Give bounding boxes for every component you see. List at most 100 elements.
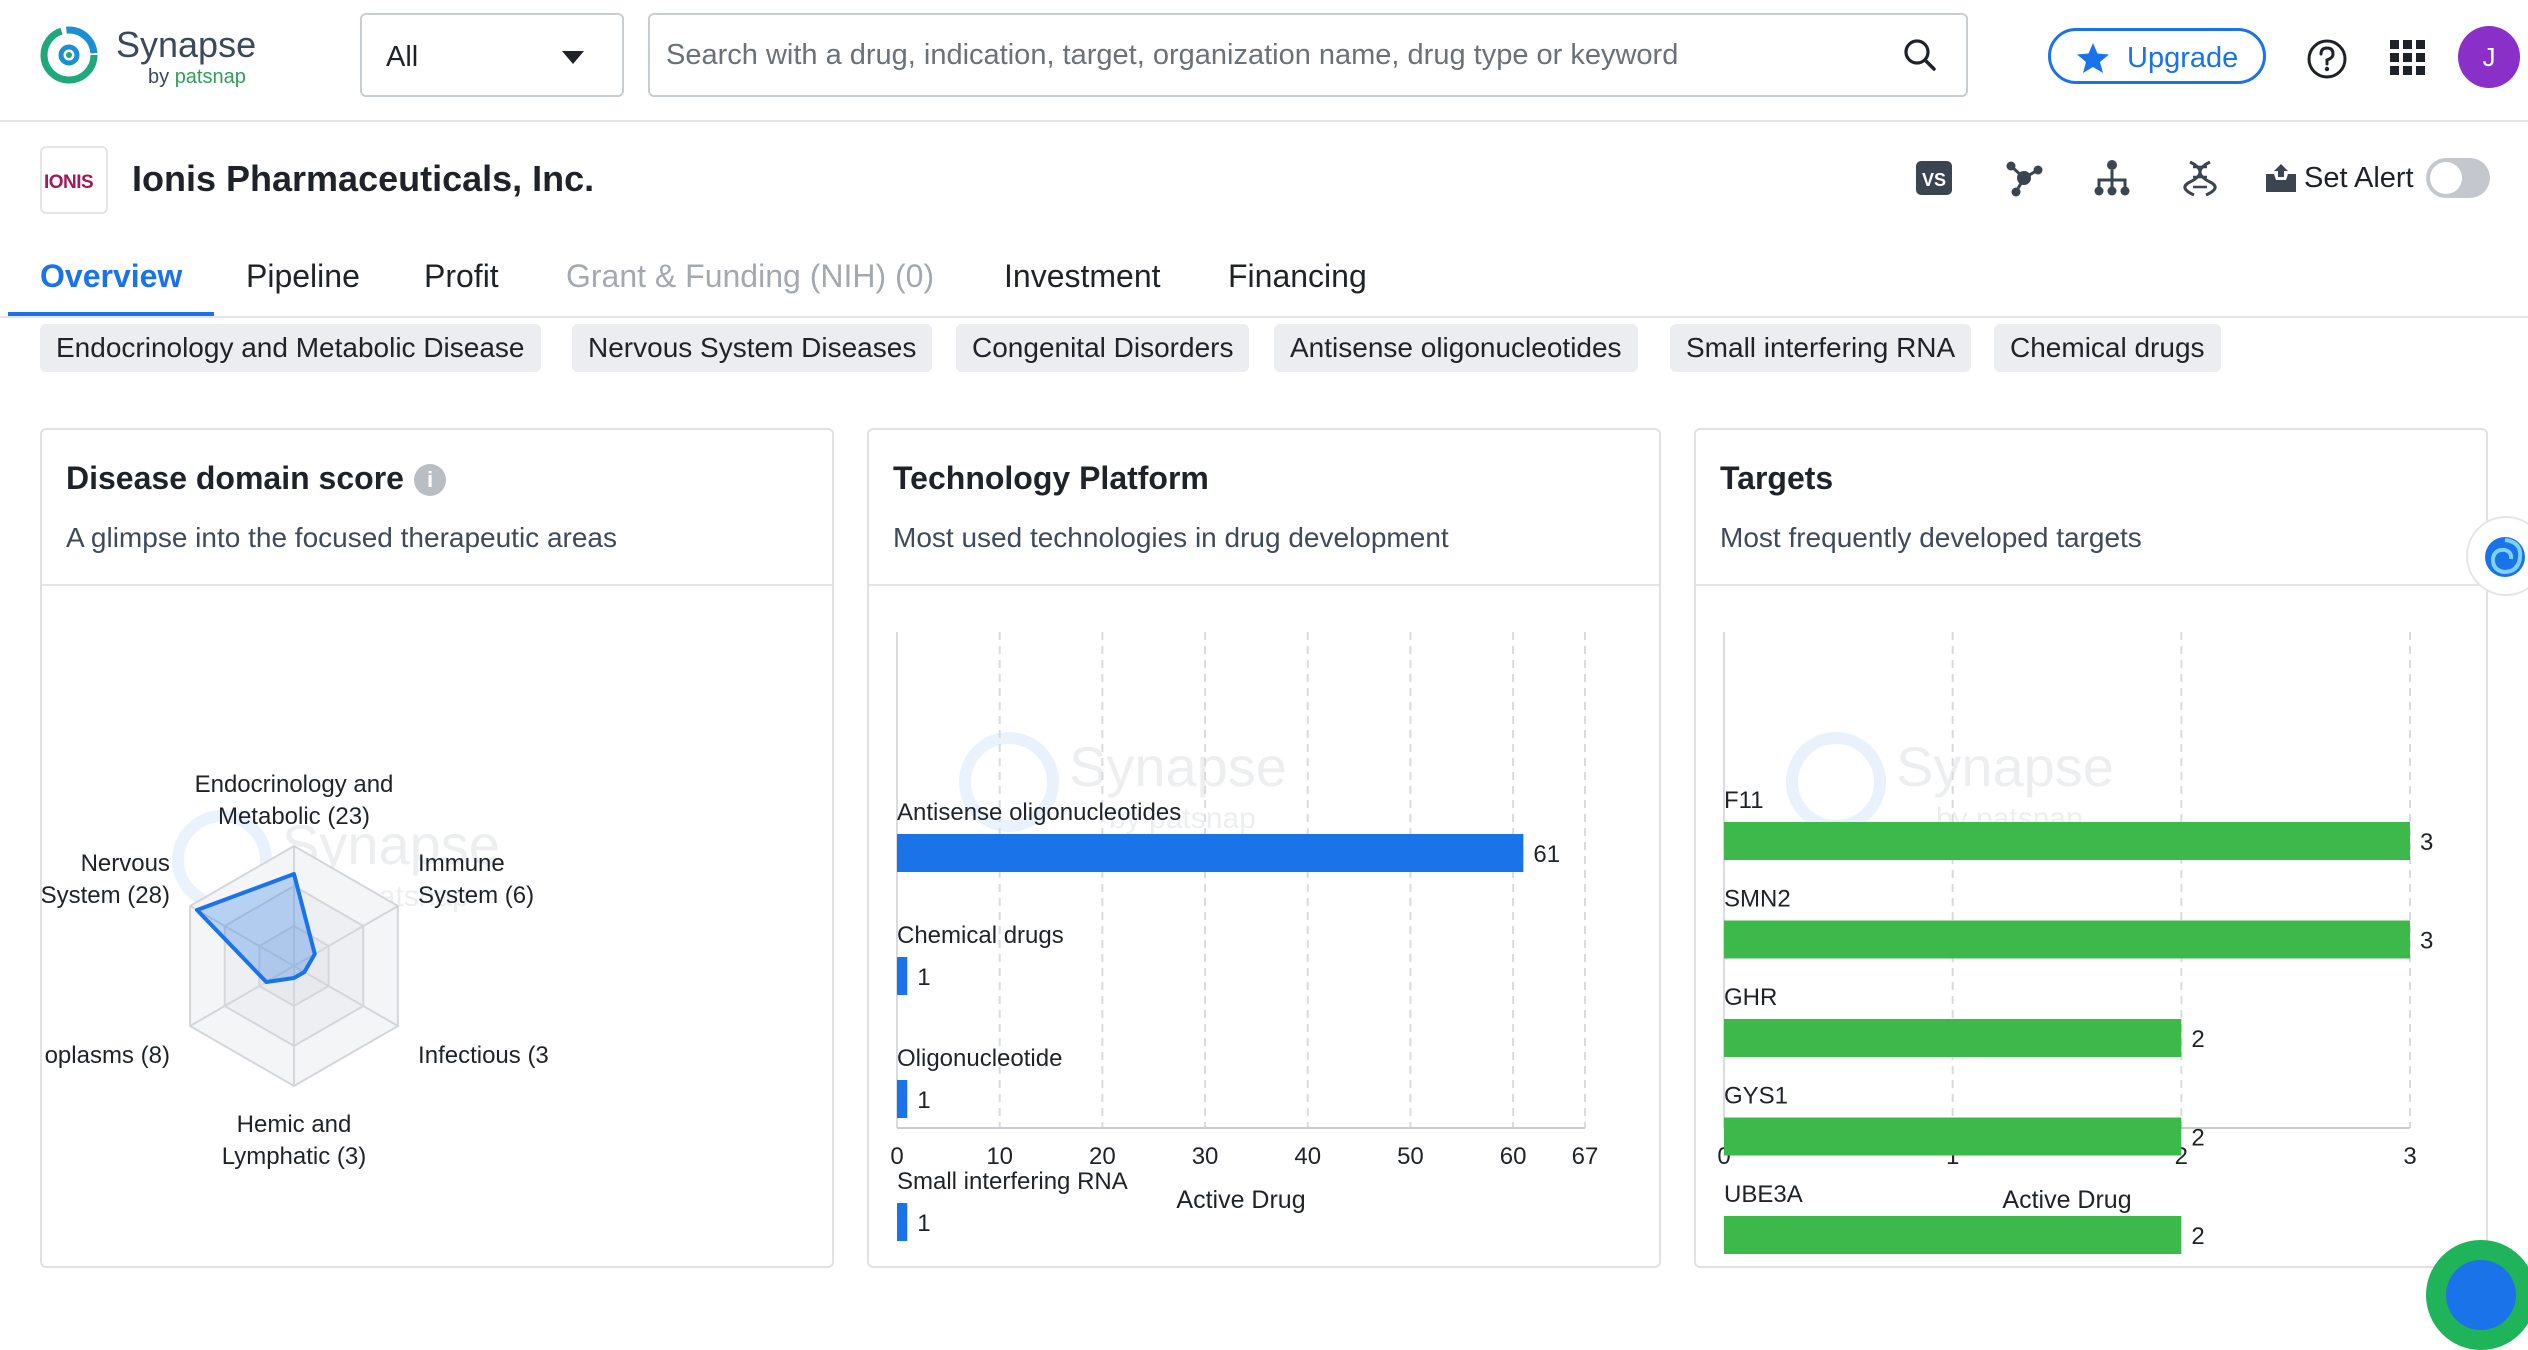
x-axis-title: Active Drug [1176,1186,1305,1214]
x-tick-label: 3 [2403,1143,2416,1170]
synapse-logo-icon [38,24,100,86]
help-icon[interactable] [2306,38,2348,80]
radar-axis-label: Infectious (3 [418,1042,549,1069]
card-divider [42,584,832,586]
caret-down-icon [562,51,584,64]
bar [897,834,1523,872]
radar-axis-label: System (6) [418,882,534,909]
user-avatar[interactable]: J [2458,26,2520,88]
top-navigation-bar: Synapse by patsnap All Upgrade J [0,0,2528,122]
swirl-icon [2480,532,2528,582]
tab-financing[interactable]: Financing [1228,258,1367,295]
card-title: Disease domain score [66,460,404,497]
card-title: Technology Platform [893,460,1209,497]
tag-chip[interactable]: Nervous System Diseases [572,324,932,372]
synapse-logo[interactable]: Synapse by patsnap [38,22,268,94]
bar-value-label: 61 [1533,841,1560,868]
radar-axis-label: Metabolic (23) [218,803,370,830]
bar [1724,822,2410,860]
bar [1724,1216,2181,1254]
compare-vs-label: VS [1922,170,1946,190]
card-divider [869,584,1659,586]
watermark-logo-icon [1792,738,1880,826]
set-alert-label: Set Alert [2304,162,2414,195]
bar [897,957,907,995]
disease-radar-chart: Synapseby patsnapEndocrinology andMetabo… [42,588,832,1268]
tag-chip[interactable]: Congenital Disorders [956,324,1249,372]
x-tick-label: 30 [1192,1143,1219,1170]
radar-axis-label: Immune [418,850,505,877]
company-tabs: Overview Pipeline Profit Grant & Funding… [0,254,2528,318]
search-box [648,13,1968,97]
upgrade-label: Upgrade [2127,42,2238,75]
radar-axis-label: Endocrinology and [195,771,394,798]
bar [1724,1118,2181,1156]
bar-category-label: Small interfering RNA [897,1168,1128,1195]
bar-category-label: GYS1 [1724,1083,1788,1110]
radar-axis-label: Lymphatic (3) [222,1143,367,1170]
dna-icon[interactable] [2180,158,2220,198]
search-input[interactable] [666,27,1866,83]
card-title: Targets [1720,460,1833,497]
card-subtitle: Most used technologies in drug developme… [893,522,1449,554]
bar-category-label: Oligonucleotide [897,1045,1062,1072]
bar [1724,921,2410,959]
search-icon[interactable] [1900,35,1940,75]
org-hierarchy-icon[interactable] [2092,158,2132,198]
bar-value-label: 3 [2420,829,2433,856]
targets-bar-chart: Synapseby patsnap0123F113SMN23GHR2GYS12U… [1696,588,2486,1268]
tab-profit[interactable]: Profit [424,258,499,295]
disease-domain-card: Disease domain score i A glimpse into th… [40,428,834,1268]
network-graph-icon[interactable] [2004,158,2044,198]
bar-value-label: 2 [2191,1026,2204,1053]
tab-overview[interactable]: Overview [40,258,182,295]
search-scope-value: All [386,41,418,74]
x-tick-label: 10 [986,1143,1013,1170]
x-tick-label: 0 [890,1143,903,1170]
compare-vs-icon[interactable]: VS [1914,158,1954,198]
set-alert-toggle[interactable] [2426,158,2490,198]
bar-value-label: 1 [917,964,930,991]
apps-grid-icon[interactable] [2390,40,2426,76]
radar-axis-label: Hemic and [237,1111,352,1138]
tag-chip[interactable]: Chemical drugs [1994,324,2221,372]
bar [897,1080,907,1118]
tab-grant-funding: Grant & Funding (NIH) (0) [566,258,934,295]
star-icon [2075,41,2111,75]
company-name: Ionis Pharmaceuticals, Inc. [132,158,594,200]
card-subtitle: A glimpse into the focused therapeutic a… [66,522,617,554]
technology-platform-card: Technology Platform Most used technologi… [867,428,1661,1268]
bar-value-label: 3 [2420,928,2433,955]
bar-category-label: F11 [1724,787,1764,814]
bar-value-label: 2 [2191,1223,2204,1250]
bar-value-label: 1 [917,1087,930,1114]
tag-chip[interactable]: Small interfering RNA [1670,324,1971,372]
x-tick-label: 50 [1397,1143,1424,1170]
radar-axis-label: oplasms (8) [45,1042,170,1069]
bar [1724,1019,2181,1057]
x-tick-label: 60 [1500,1143,1527,1170]
active-tab-indicator [8,312,214,316]
chat-fab-button[interactable] [2426,1240,2528,1350]
bar-category-label: Antisense oligonucleotides [897,799,1181,826]
tag-chip[interactable]: Endocrinology and Metabolic Disease [40,324,541,372]
company-logo: IONIS [40,146,108,214]
search-scope-select[interactable]: All [360,13,624,97]
bar [897,1203,907,1241]
upgrade-button[interactable]: Upgrade [2048,28,2266,84]
bar-category-label: UBE3A [1724,1181,1803,1208]
tab-investment[interactable]: Investment [1004,258,1161,295]
brand-by: by patsnap [148,66,246,89]
bar-category-label: GHR [1724,984,1777,1011]
bar-value-label: 1 [917,1210,930,1237]
brand-name: Synapse [116,24,256,66]
x-tick-label: 67 [1572,1143,1599,1170]
x-tick-label: 20 [1089,1143,1116,1170]
radar-axis-label: Nervous [81,850,170,877]
bar-category-label: SMN2 [1724,886,1791,913]
tab-pipeline[interactable]: Pipeline [246,258,360,295]
tag-chip[interactable]: Antisense oligonucleotides [1274,324,1638,372]
watermark-name: Synapse [1896,735,2114,798]
info-icon[interactable]: i [414,464,446,496]
technology-bar-chart: Synapseby patsnap010203040506067Antisens… [869,588,1659,1268]
